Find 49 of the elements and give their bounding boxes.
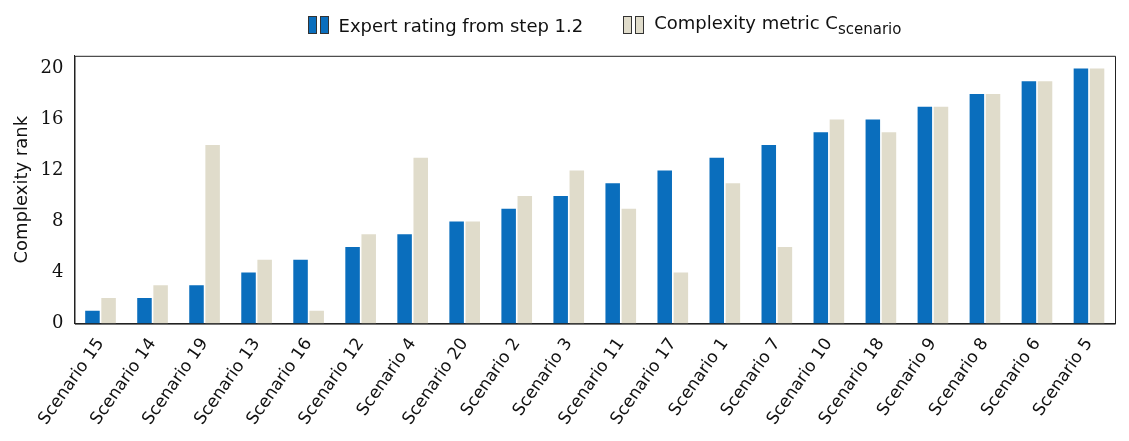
- bar: [829, 119, 845, 324]
- y-tick-label: 4: [52, 260, 64, 282]
- y-axis-title: Complexity rank: [10, 115, 32, 264]
- bar: [361, 234, 376, 324]
- bar: [257, 259, 272, 324]
- bar: [865, 119, 881, 324]
- bar: [657, 170, 672, 324]
- bar: [761, 145, 777, 324]
- bar: [449, 221, 464, 324]
- bar: [205, 145, 220, 324]
- bar: [881, 132, 897, 324]
- y-tick-label: 8: [52, 209, 64, 231]
- y-tick-label: 20: [40, 56, 64, 78]
- bar: [933, 106, 949, 324]
- bar: [517, 196, 533, 324]
- bar: [189, 285, 204, 324]
- bar: [397, 234, 412, 324]
- bar: [621, 208, 637, 324]
- bar: [569, 170, 585, 324]
- bar: [153, 285, 168, 324]
- bar: [465, 221, 481, 324]
- bar: [85, 310, 100, 324]
- bar: [1021, 81, 1037, 324]
- bar: [413, 157, 428, 324]
- bar: [293, 259, 308, 324]
- bar: [969, 94, 985, 324]
- bar: [309, 310, 324, 324]
- y-tick-label: 0: [52, 311, 64, 333]
- bar: [605, 183, 620, 324]
- bar: [985, 94, 1001, 324]
- bar: [553, 196, 568, 324]
- bar: [241, 272, 256, 324]
- bar: [917, 106, 933, 324]
- bar: [101, 298, 116, 324]
- bar: [777, 247, 793, 324]
- bar: [813, 132, 829, 324]
- legend-label: Expert rating from step 1.2: [338, 14, 584, 36]
- bar: [1089, 68, 1105, 324]
- legend-label: Complexity metric C$_{scenario}$: [654, 12, 902, 38]
- bar: [1073, 68, 1089, 324]
- bar: [709, 157, 725, 324]
- bar: [673, 272, 689, 324]
- y-tick-label: 16: [40, 107, 64, 129]
- bar: [137, 298, 152, 324]
- bar: [1037, 81, 1053, 324]
- y-tick-label: 12: [40, 158, 64, 180]
- bar: [345, 247, 360, 324]
- bar: [501, 208, 516, 324]
- bar: [725, 183, 741, 324]
